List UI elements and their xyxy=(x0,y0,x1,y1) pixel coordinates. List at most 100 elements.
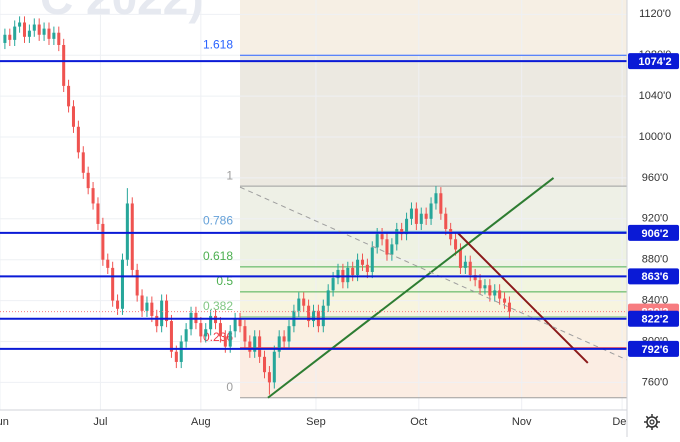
fib-label: 1.618 xyxy=(203,37,233,51)
candle-body xyxy=(37,24,41,35)
candle-body xyxy=(233,319,237,332)
y-tick-label: 760'0 xyxy=(642,376,669,388)
level-price-label-bg xyxy=(628,310,679,327)
candle-body xyxy=(380,234,384,240)
plot-layer: 1.61810.7860.6180.50.3820.2360JunJulAugS… xyxy=(0,16,680,428)
candle-body xyxy=(165,300,169,322)
fib-label: 0.618 xyxy=(203,249,233,263)
y-tick-label: 1120'0 xyxy=(639,8,671,20)
candle-body xyxy=(120,259,124,309)
y-tick-label: 920'0 xyxy=(642,213,669,225)
y-tick-label: 1040'0 xyxy=(639,90,672,102)
candle-body xyxy=(258,336,262,357)
candle-body xyxy=(111,267,115,301)
candle-body xyxy=(409,208,413,219)
candle-body xyxy=(106,259,110,268)
candle-body xyxy=(13,26,17,40)
candle-body xyxy=(52,32,56,39)
fib-band xyxy=(240,186,627,232)
candle-body xyxy=(67,85,71,107)
level-price-label: 792'6 xyxy=(641,344,668,356)
candle-body xyxy=(365,264,369,272)
candle-body xyxy=(42,28,46,35)
settings-icon[interactable] xyxy=(644,414,660,430)
level-price-label: 906'2 xyxy=(641,228,668,240)
candle-body xyxy=(86,172,90,189)
candle-body xyxy=(150,302,154,316)
x-tick-label: Nov xyxy=(512,416,532,428)
candle-body xyxy=(91,188,95,204)
trend-line xyxy=(239,186,628,361)
candle-body xyxy=(297,298,301,311)
candle-body xyxy=(439,193,443,214)
candle-body xyxy=(62,44,66,86)
candle-body xyxy=(444,213,448,230)
candle-body xyxy=(218,323,222,337)
x-tick-label: Jun xyxy=(0,416,9,428)
price-axis-panel xyxy=(627,0,680,437)
candle-body xyxy=(370,247,374,272)
candle-body xyxy=(336,269,340,279)
candle-body xyxy=(498,290,502,299)
candle-body xyxy=(307,305,311,322)
candle-body xyxy=(228,331,232,347)
fib-label: 0.5 xyxy=(216,274,233,288)
candle-body xyxy=(223,336,227,347)
candle-body xyxy=(184,329,188,342)
candle-body xyxy=(253,336,257,352)
candle-body xyxy=(76,126,80,153)
candle-body xyxy=(321,305,325,327)
candle-body xyxy=(57,32,61,45)
y-tick-label: 960'0 xyxy=(642,172,669,184)
y-tick-label: 1000'0 xyxy=(639,131,672,143)
gear-hub xyxy=(649,419,655,425)
trend-line xyxy=(267,177,555,399)
watermark: C 2022) xyxy=(40,0,204,24)
fib-label: 0 xyxy=(226,380,233,394)
candle-body xyxy=(395,229,399,245)
fib-label: 0.786 xyxy=(203,214,233,228)
candle-body xyxy=(463,261,467,268)
candle-body xyxy=(507,302,511,312)
candle-body xyxy=(272,351,276,383)
candle-body xyxy=(209,315,213,330)
candle-body xyxy=(424,213,428,219)
x-tick-label: Aug xyxy=(191,416,211,428)
candle-body xyxy=(179,341,183,362)
gear-teeth xyxy=(644,414,660,430)
candle-body xyxy=(135,269,139,296)
candle-body xyxy=(503,298,507,303)
candle-body xyxy=(429,203,433,219)
candle-body xyxy=(145,302,149,311)
candle-body xyxy=(375,234,379,248)
candle-body xyxy=(346,267,350,283)
candle-body xyxy=(282,336,286,342)
candle-body xyxy=(204,329,208,337)
candle-body xyxy=(449,229,453,240)
level-price-label: 1074'2 xyxy=(638,56,671,68)
candle-body xyxy=(390,244,394,255)
candle-body xyxy=(174,351,178,362)
candle-body xyxy=(356,259,360,276)
fib-label: 1 xyxy=(226,168,233,182)
candle-body xyxy=(493,290,497,296)
candle-body xyxy=(140,295,144,311)
candle-body xyxy=(160,300,164,327)
candle-body xyxy=(473,275,477,281)
candle-body xyxy=(27,30,31,37)
candle-body xyxy=(71,106,75,127)
candle-body xyxy=(287,326,291,342)
x-tick-label: Sep xyxy=(306,416,326,428)
candle-body xyxy=(22,22,27,37)
candle-body xyxy=(189,312,193,330)
level-price-label-bg xyxy=(628,340,679,357)
candle-body xyxy=(47,28,51,39)
candle-body xyxy=(267,372,271,383)
level-price-label-bg xyxy=(628,268,679,285)
candle-body xyxy=(483,285,487,289)
candle-body xyxy=(169,321,173,352)
candle-body xyxy=(125,203,129,260)
candle-body xyxy=(458,249,462,268)
x-tick-label: Oct xyxy=(410,416,427,428)
